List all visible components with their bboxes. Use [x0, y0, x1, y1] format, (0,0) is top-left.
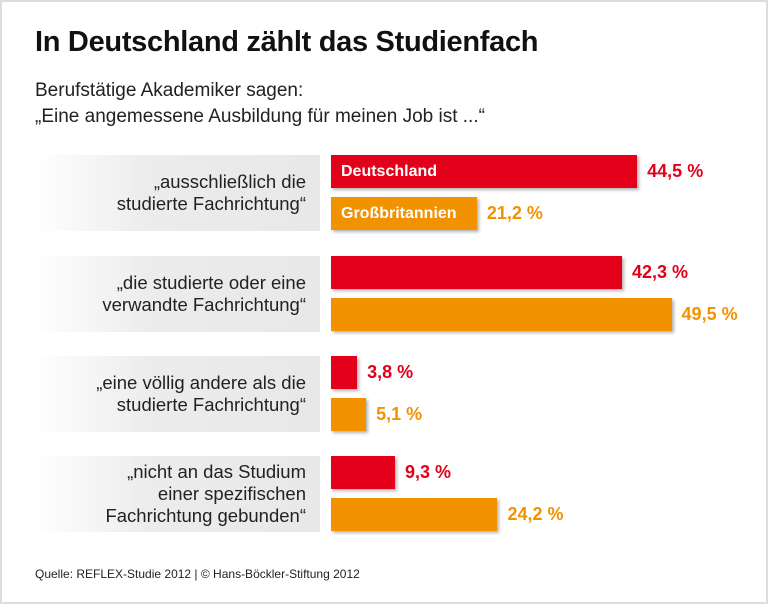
- category-label: „ausschließlich die studierte Fachrichtu…: [116, 171, 306, 214]
- chart-subtitle-1: Berufstätige Akademiker sagen:: [35, 80, 304, 101]
- category-band: „nicht an das Studium einer spezifischen…: [35, 456, 320, 532]
- bar-gb: Großbritannien: [331, 197, 477, 230]
- category-label: „nicht an das Studium einer spezifischen…: [105, 461, 306, 526]
- category-label: „eine völlig andere als die studierte Fa…: [96, 372, 306, 415]
- data-label: 24,2 %: [507, 504, 564, 524]
- data-label: 9,3 %: [404, 462, 451, 482]
- bar-de: [331, 256, 623, 289]
- bar-gb: [331, 498, 498, 531]
- category-label: „die studierte oder eine verwandte Fachr…: [102, 272, 306, 315]
- bar-de: [331, 356, 358, 389]
- chart-title: In Deutschland zählt das Studienfach: [35, 26, 539, 58]
- bar-de: Deutschland: [331, 155, 638, 188]
- data-label: 42,3 %: [632, 262, 689, 282]
- category-band: „eine völlig andere als die studierte Fa…: [35, 356, 320, 432]
- data-label: 44,5 %: [647, 161, 704, 181]
- category-band: „die studierte oder eine verwandte Fachr…: [35, 256, 320, 332]
- data-label: 3,8 %: [367, 362, 414, 382]
- bar-gb: [331, 298, 672, 331]
- data-label: 49,5 %: [681, 304, 738, 324]
- legend-label: Deutschland: [341, 163, 438, 180]
- chart-subtitle-2: „Eine angemessene Ausbildung für meinen …: [35, 106, 485, 127]
- source-note: Quelle: REFLEX-Studie 2012 | © Hans-Böck…: [35, 567, 360, 581]
- data-label: 5,1 %: [376, 404, 423, 424]
- legend-label: Großbritannien: [341, 205, 457, 222]
- bar-gb: [331, 398, 367, 431]
- bar-de: [331, 456, 395, 489]
- category-band: „ausschließlich die studierte Fachrichtu…: [35, 155, 320, 231]
- data-label: 21,2 %: [486, 203, 543, 223]
